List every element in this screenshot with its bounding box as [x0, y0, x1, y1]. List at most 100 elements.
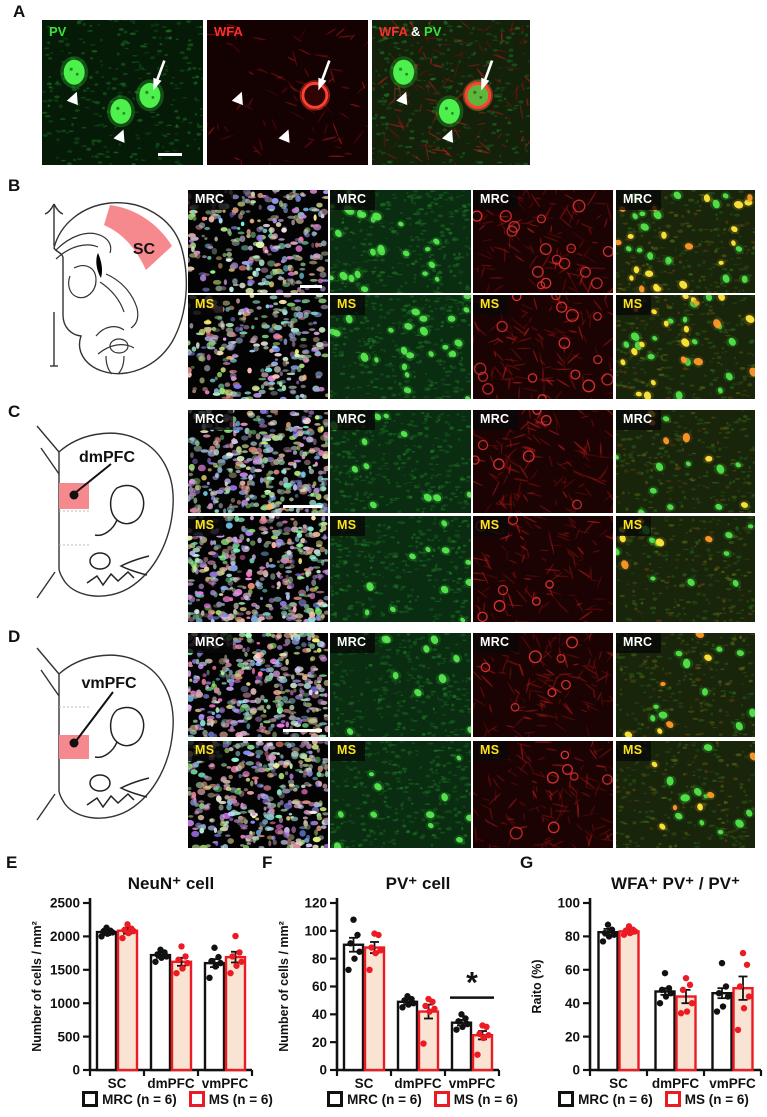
- panel-c-tile-mrc-neun: MRC: [188, 410, 328, 513]
- data-point: [458, 1011, 465, 1018]
- group-label-ms: MS: [330, 295, 366, 315]
- panel-d-tile-ms-pv: MS: [330, 741, 471, 848]
- data-point: [425, 995, 432, 1003]
- data-point: [179, 965, 186, 972]
- bar-MRC-SC: [597, 931, 619, 1072]
- group-label-ms: MS: [616, 516, 652, 536]
- data-point: [356, 948, 363, 955]
- data-point: [426, 1008, 433, 1015]
- ytick-label: 80: [312, 951, 327, 966]
- panel-a-tile-pv-image: [42, 20, 203, 165]
- legend-item: MS (n = 6): [664, 1091, 749, 1107]
- data-point: [154, 951, 161, 958]
- data-point: [686, 981, 694, 989]
- ytick-label: 0: [319, 1063, 327, 1078]
- group-label-ms: MS: [473, 516, 509, 536]
- data-point: [476, 1030, 483, 1038]
- group-label-ms: MS: [473, 295, 509, 315]
- chart-E-title: NeuN⁺ cell: [128, 874, 214, 893]
- ytick-label: 20: [312, 1035, 327, 1050]
- bar-MS-dmPFC: [417, 1010, 440, 1072]
- scale-bar: [283, 504, 323, 508]
- xtick-label: SC: [609, 1076, 628, 1091]
- legend-swatch: [558, 1091, 575, 1107]
- data-point: [625, 923, 633, 930]
- panel-c-letter: C: [8, 402, 21, 421]
- panel-b-tile-mrc-neun: MRC: [188, 190, 328, 293]
- data-point: [431, 1005, 438, 1012]
- legend-swatch: [433, 1091, 450, 1107]
- data-point: [184, 959, 191, 967]
- data-point: [229, 953, 236, 960]
- data-point: [479, 1022, 486, 1029]
- bar-MS-dmPFC: [675, 995, 697, 1072]
- ytick-label: 2000: [50, 929, 80, 944]
- data-point: [354, 931, 361, 939]
- data-point: [604, 921, 612, 928]
- xtick-label: vmPFC: [449, 1076, 496, 1091]
- panel-a-tile-pv: PV: [42, 20, 203, 165]
- xtick-label: dmPFC: [394, 1076, 442, 1091]
- panel-d-tile-mrc-merge: MRC: [616, 633, 755, 737]
- panel-c-tile-mrc-wfa: MRC: [473, 410, 613, 513]
- data-point: [599, 938, 607, 945]
- group-label-ms: MS: [188, 516, 224, 536]
- scale-bar: [283, 728, 323, 732]
- group-label-mrc: MRC: [616, 633, 662, 653]
- data-point: [366, 966, 373, 973]
- ytick-label: 80: [565, 929, 580, 944]
- chart-G-ylabel: Raito (%): [530, 959, 544, 1013]
- chart-E-legend: MRC (n = 6) MS (n = 6): [55, 1091, 300, 1107]
- data-point: [98, 933, 105, 940]
- data-point: [399, 1004, 406, 1011]
- legend-label: MS (n = 6): [453, 1091, 518, 1107]
- ytick-label: 1500: [50, 963, 80, 978]
- panel-c-tile-ms-neun: MS: [188, 516, 328, 622]
- data-point: [661, 969, 669, 977]
- data-point: [236, 949, 243, 956]
- ytick-label: 120: [304, 896, 327, 911]
- chart-F: PV⁺ cell Number of cells / mm² 0 20 40 60 80 10…: [277, 874, 501, 1091]
- panel-b-tile-ms-pv: MS: [330, 295, 471, 399]
- data-point: [722, 983, 730, 990]
- data-point: [608, 926, 616, 933]
- data-point: [178, 943, 185, 950]
- panel-d-letter: D: [8, 627, 21, 646]
- data-point: [152, 958, 159, 965]
- group-label-ms: MS: [616, 741, 652, 761]
- panel-d-tile-ms-wfa: MS: [473, 741, 613, 848]
- data-point: [405, 1001, 412, 1008]
- bar-MS-dmPFC: [170, 960, 193, 1072]
- data-point: [103, 924, 110, 931]
- ytick-label: 100: [304, 924, 327, 939]
- xtick-label: vmPFC: [709, 1076, 756, 1091]
- data-point: [453, 1026, 460, 1033]
- bar-MS-SC: [618, 930, 640, 1072]
- chart-F-ylabel: Number of cells / mm²: [277, 921, 291, 1052]
- ytick-label: 60: [312, 979, 327, 994]
- data-point: [665, 984, 673, 992]
- data-point: [350, 916, 357, 923]
- panel-b-tile-ms-merge-image: [616, 295, 755, 399]
- ytick-label: 40: [565, 996, 580, 1011]
- group-label-mrc: MRC: [188, 410, 234, 430]
- panel-a-tile-wfa-pv: WFA & PV: [372, 20, 530, 165]
- panel-d-tile-mrc-neun: MRC: [188, 633, 328, 737]
- group-label-ms: MS: [330, 741, 366, 761]
- legend-item: MS (n = 6): [188, 1091, 273, 1107]
- panel-a-tile-wfa: WFA: [207, 20, 368, 165]
- data-point: [215, 953, 222, 961]
- group-label-mrc: MRC: [330, 190, 376, 210]
- group-label-mrc: MRC: [330, 633, 376, 653]
- panel-c-tile-ms-pv: MS: [330, 516, 471, 622]
- panel-c-tile-mrc-pv: MRC: [330, 410, 471, 513]
- legend-label: MRC (n = 6): [347, 1091, 422, 1107]
- scale-bar: [300, 284, 323, 288]
- ytick-label: 60: [565, 963, 580, 978]
- dmpfc-region-label: dmPFC: [79, 449, 135, 466]
- group-label-mrc: MRC: [473, 633, 519, 653]
- panel-d-tile-mrc-merge-image: [616, 633, 755, 737]
- data-point: [740, 1005, 748, 1012]
- data-point: [656, 1000, 664, 1007]
- data-point: [688, 1000, 696, 1007]
